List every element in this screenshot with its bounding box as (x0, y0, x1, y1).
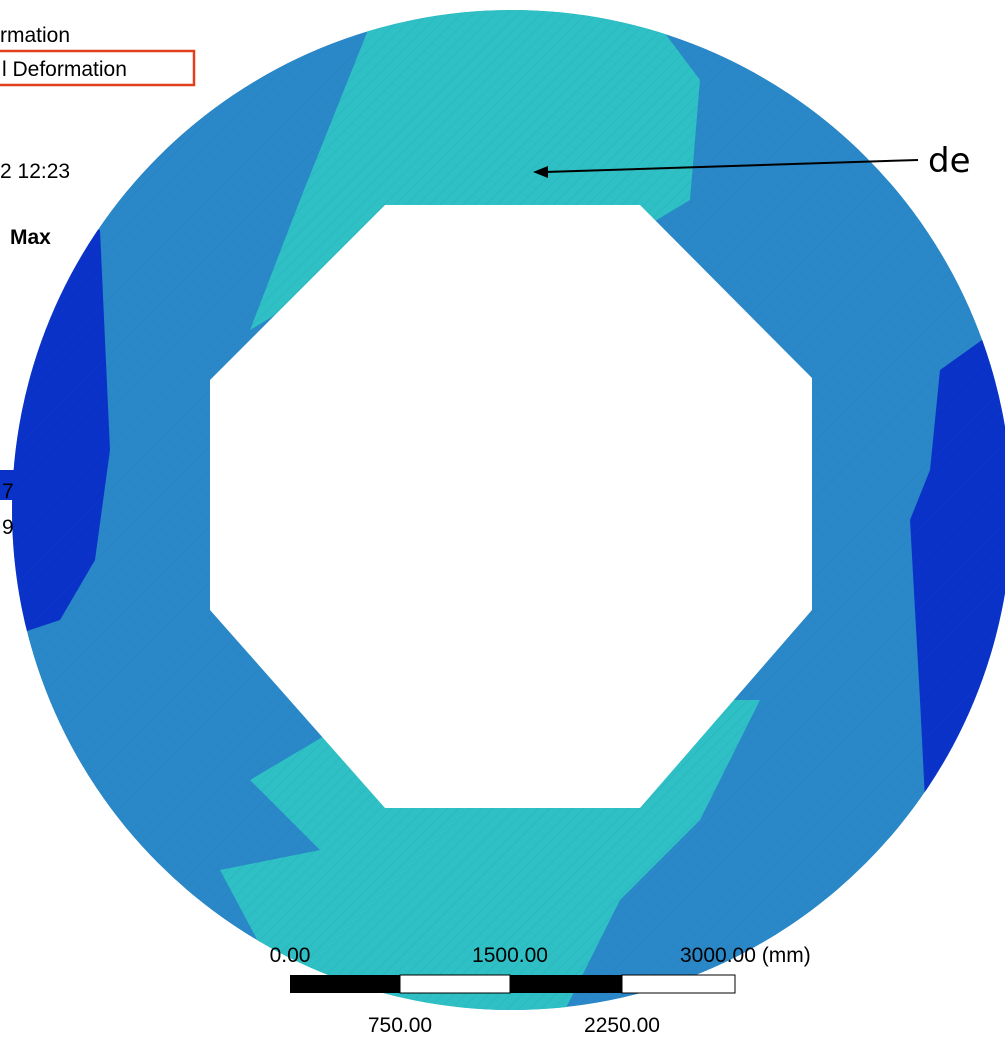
scale-label: 0.00 (270, 944, 311, 967)
scale-segment (400, 975, 510, 993)
scale-segment (510, 975, 622, 993)
viewport: rmation l Deformation 2 12:23 Max 7 9 de… (0, 0, 1005, 1055)
page: rmation l Deformation 2 12:23 Max 7 9 de… (0, 0, 1005, 1055)
legend-subtitle: l Deformation (2, 58, 127, 81)
legend-date: 2 12:23 (0, 160, 70, 183)
scale-label: 2250.00 (584, 1014, 660, 1037)
legend-value: 7 (2, 480, 14, 503)
scale-label: 3000.00 (mm) (680, 944, 811, 967)
scale-segment (290, 975, 400, 993)
scale-label: 750.00 (368, 1014, 432, 1037)
scale-label: 1500.00 (472, 944, 548, 967)
legend-title: rmation (0, 24, 70, 47)
annotation-label: de (928, 141, 971, 181)
legend-max: Max (10, 226, 51, 249)
scale-segment (622, 975, 735, 993)
legend-value: 9 (2, 516, 14, 539)
